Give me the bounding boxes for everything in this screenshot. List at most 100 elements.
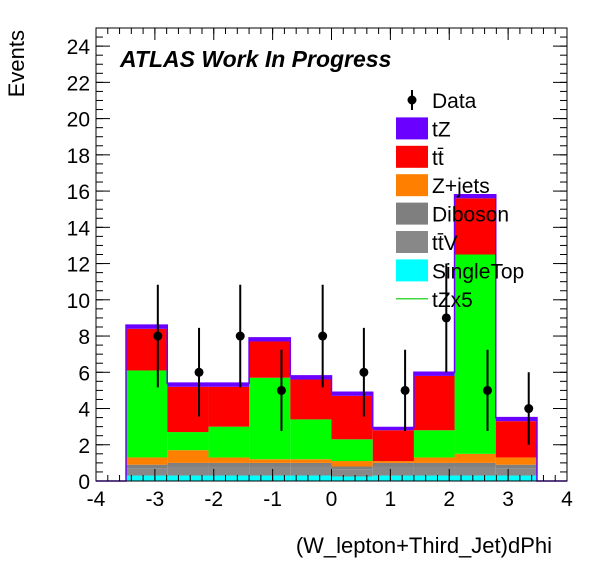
bar-2-1 [167, 462, 209, 467]
y-tick-label-7: 14 [67, 217, 91, 240]
y-tick-label-11: 22 [67, 72, 90, 95]
data-point-3 [276, 385, 286, 395]
bar-6-7 [413, 372, 455, 376]
x-tick-label-2: -2 [204, 488, 223, 511]
bar-6-8 [454, 194, 496, 199]
bar-0-9 [495, 475, 537, 481]
bar-5-1 [167, 386, 209, 433]
bar-1-2 [208, 466, 250, 476]
y-tick-label-5: 10 [67, 290, 90, 313]
bar-5-8 [454, 198, 496, 255]
bar-2-0 [126, 464, 168, 469]
bar-2-6 [372, 462, 414, 467]
bar-2-7 [413, 462, 455, 467]
data-point-1 [194, 367, 204, 377]
bar-3-5 [331, 461, 373, 467]
y-tick-label-6: 12 [67, 254, 90, 277]
bar-3-2 [208, 457, 250, 463]
bar-2-2 [208, 462, 250, 467]
y-tick-label-10: 20 [67, 109, 90, 132]
x-axis-ticks: -4 -3 -2 -1 0 1 2 3 4 [87, 28, 573, 511]
y-tick-label-4: 8 [78, 326, 90, 349]
bar-5-6 [372, 430, 414, 462]
bar-6-5 [331, 392, 373, 396]
legend-label-4: Diboson [432, 204, 509, 227]
bar-0-1 [167, 475, 209, 481]
x-tick-label-8: 4 [561, 488, 573, 511]
bar-2-5 [331, 466, 373, 470]
stack-outline [96, 193, 567, 482]
legend-label-1: tZ [432, 118, 451, 141]
legend-label-5: tt̄V [432, 232, 458, 255]
bar-5-7 [413, 375, 455, 431]
bar-5-2 [208, 386, 250, 427]
legend-marker-0 [407, 95, 417, 105]
bar-0-8 [454, 475, 496, 481]
bar-3-4 [290, 459, 332, 463]
x-tick-label-5: 1 [385, 488, 397, 511]
legend-label-6: SingleTop [432, 260, 524, 283]
bar-4-4 [290, 419, 332, 460]
y-tick-label-12: 24 [67, 36, 91, 59]
bar-0-4 [290, 475, 332, 481]
bar-1-9 [495, 468, 537, 476]
x-tick-label-7: 3 [502, 488, 514, 511]
bar-4-0 [126, 370, 168, 458]
bar-3-0 [126, 457, 168, 465]
legend-label-2: tt̄ [432, 147, 444, 170]
legend-label-0: Data [432, 90, 477, 113]
chart-title: ATLAS Work In Progress [119, 46, 391, 72]
data-points [153, 263, 534, 445]
y-tick-label-0: 0 [78, 471, 90, 494]
bar-1-0 [126, 468, 168, 476]
bar-4-7 [413, 430, 455, 458]
x-tick-label-0: -4 [87, 488, 106, 511]
bar-2-8 [454, 462, 496, 467]
bar-5-3 [249, 341, 291, 378]
legend-swatch-6 [396, 259, 428, 282]
bar-3-3 [249, 459, 291, 463]
bar-1-1 [167, 466, 209, 476]
bar-4-2 [208, 426, 250, 458]
y-axis-label: Events [4, 30, 29, 97]
bar-5-4 [290, 379, 332, 420]
bar-0-0 [126, 475, 168, 481]
bar-1-6 [372, 466, 414, 476]
bar-0-6 [372, 475, 414, 481]
x-tick-label-6: 2 [443, 488, 455, 511]
y-tick-label-1: 2 [78, 435, 90, 458]
x-axis-label: (W_lepton+Third_Jet)dPhi [296, 533, 552, 558]
legend-swatch-3 [396, 174, 428, 197]
data-point-5 [359, 367, 369, 377]
bar-2-9 [495, 464, 537, 469]
y-tick-label-3: 6 [78, 362, 90, 385]
bar-1-8 [454, 466, 496, 476]
bar-1-5 [331, 469, 373, 477]
bar-0-2 [208, 475, 250, 481]
x-tick-label-4: 0 [326, 488, 338, 511]
bar-3-7 [413, 457, 455, 463]
bar-5-5 [331, 395, 373, 440]
bar-4-1 [167, 432, 209, 451]
bar-2-3 [249, 462, 291, 467]
legend-label-3: Z+jets [432, 175, 490, 198]
bar-2-4 [290, 462, 332, 467]
legend-swatch-4 [396, 202, 428, 225]
data-point-0 [153, 331, 163, 341]
legend-label-7: tZx5 [432, 289, 473, 312]
x-tick-label-1: -3 [146, 488, 165, 511]
bar-6-4 [290, 375, 332, 380]
bar-6-9 [495, 417, 537, 422]
data-point-4 [318, 331, 328, 341]
data-point-9 [524, 404, 534, 414]
bar-6-1 [167, 383, 209, 387]
data-point-6 [400, 385, 410, 395]
bar-6-0 [126, 325, 168, 329]
legend-swatch-5 [396, 231, 428, 253]
data-point-2 [235, 331, 245, 341]
bar-0-5 [331, 476, 373, 481]
y-tick-label-8: 16 [67, 181, 90, 204]
legend-swatch-2 [396, 145, 428, 168]
y-tick-label-2: 4 [78, 399, 90, 422]
